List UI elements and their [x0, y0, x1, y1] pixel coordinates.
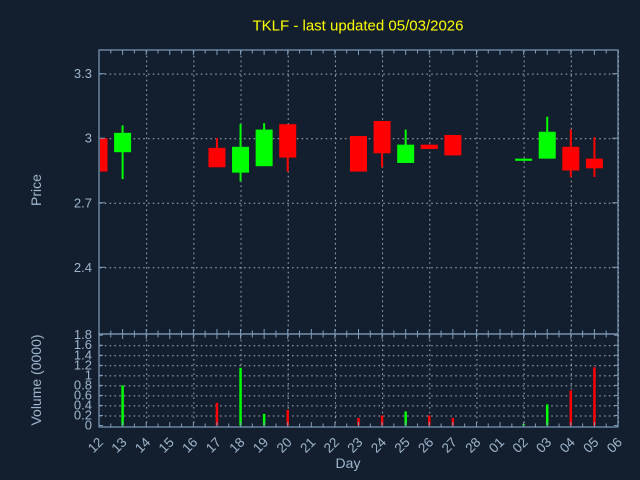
volume-panel: [98, 333, 619, 428]
volume-bar-day-05: [593, 367, 596, 426]
candle-day-19: [255, 123, 273, 167]
day-tick-label: 02: [510, 435, 531, 456]
price-tick-label: 3.3: [74, 66, 92, 81]
candle-day-04: [562, 129, 580, 177]
candle-day-25: [397, 129, 415, 163]
volume-tick-label: 0.6: [74, 387, 92, 402]
candle-day-02: [515, 158, 533, 161]
candles: [100, 116, 603, 182]
volume-tick-label: 1.2: [74, 357, 92, 372]
volume-bar-day-03: [545, 404, 549, 426]
candle-day-03: [538, 116, 556, 159]
volume-tick-label: 1.8: [74, 327, 92, 342]
day-tick-label: 22: [321, 435, 342, 456]
volume-tick-label: 1.6: [74, 337, 92, 352]
candle-day-27: [444, 134, 462, 156]
volume-bar-day-13: [121, 385, 124, 426]
day-tick-label: 23: [344, 435, 365, 456]
chart-title: TKLF - last updated 05/03/2026: [252, 17, 464, 35]
volume-bar-day-04: [569, 390, 573, 426]
tick-marks: [98, 50, 619, 427]
volume-bars: [121, 367, 596, 426]
candle-day-26: [420, 144, 438, 149]
volume-bar-day-27: [451, 417, 455, 426]
volume-bar-day-25: [404, 411, 407, 426]
volume-axis-label: Volume (0000): [28, 334, 44, 426]
day-tick-label: 04: [557, 434, 579, 456]
volume-tick-label: 1: [85, 367, 92, 382]
volume-tick-label: 0.2: [74, 407, 92, 422]
volume-bar-day-19: [262, 413, 266, 426]
day-tick-label: 03: [533, 435, 554, 456]
volume-tick-label: 1.4: [74, 347, 92, 362]
candle-day-05: [585, 137, 603, 177]
day-tick-label: 21: [297, 435, 318, 456]
candle-day-13: [114, 125, 132, 180]
volume-bar-day-18: [239, 367, 242, 426]
day-tick-label: 18: [226, 435, 247, 456]
candle-day-12: [100, 138, 108, 172]
day-tick-label: 27: [439, 435, 460, 456]
day-tick-label: 24: [368, 434, 390, 456]
day-tick-label: 05: [580, 435, 601, 456]
day-tick-label: 25: [392, 435, 413, 456]
candle-day-24: [373, 121, 391, 168]
day-tick-label: 13: [108, 435, 129, 456]
day-tick-label: 15: [156, 435, 177, 456]
volume-bar-day-20: [286, 409, 289, 426]
volume-tick-label: 0: [85, 418, 92, 433]
day-tick-label: 26: [415, 435, 436, 456]
price-axis-label: Price: [28, 174, 44, 206]
gridlines: [100, 51, 619, 426]
candle-day-17: [208, 138, 226, 168]
day-tick-label: 06: [604, 435, 625, 456]
day-tick-label: 19: [250, 435, 271, 456]
price-tick-label: 2.7: [74, 195, 92, 210]
day-tick-label: 20: [274, 435, 295, 456]
day-tick-label: 28: [462, 435, 483, 456]
tick-labels: 3.3 3 2.7 2.4 1.81.61.41.210.80.60.40.20 12 13…: [74, 66, 625, 456]
price-tick-label: 3: [85, 131, 92, 146]
candle-day-18: [232, 124, 250, 182]
day-tick-label: 14: [132, 434, 154, 456]
volume-tick-label: 0.4: [74, 397, 92, 412]
day-axis-label: Day: [335, 455, 361, 471]
volume-bar-day-23: [357, 417, 360, 426]
day-tick-label: 01: [486, 435, 507, 456]
volume-bar-day-24: [380, 415, 384, 426]
price-panel: [98, 49, 619, 335]
price-tick-label: 2.4: [74, 260, 92, 275]
day-tick-label: 12: [85, 435, 106, 456]
candle-day-20: [279, 124, 297, 172]
day-tick-label: 16: [179, 435, 200, 456]
volume-bar-day-26: [428, 415, 431, 426]
volume-tick-label: 0.8: [74, 377, 92, 392]
day-tick-label: 17: [203, 435, 224, 456]
candle-day-23: [350, 136, 367, 172]
panel-borders: [98, 49, 619, 428]
volume-bar-day-17: [215, 402, 219, 426]
